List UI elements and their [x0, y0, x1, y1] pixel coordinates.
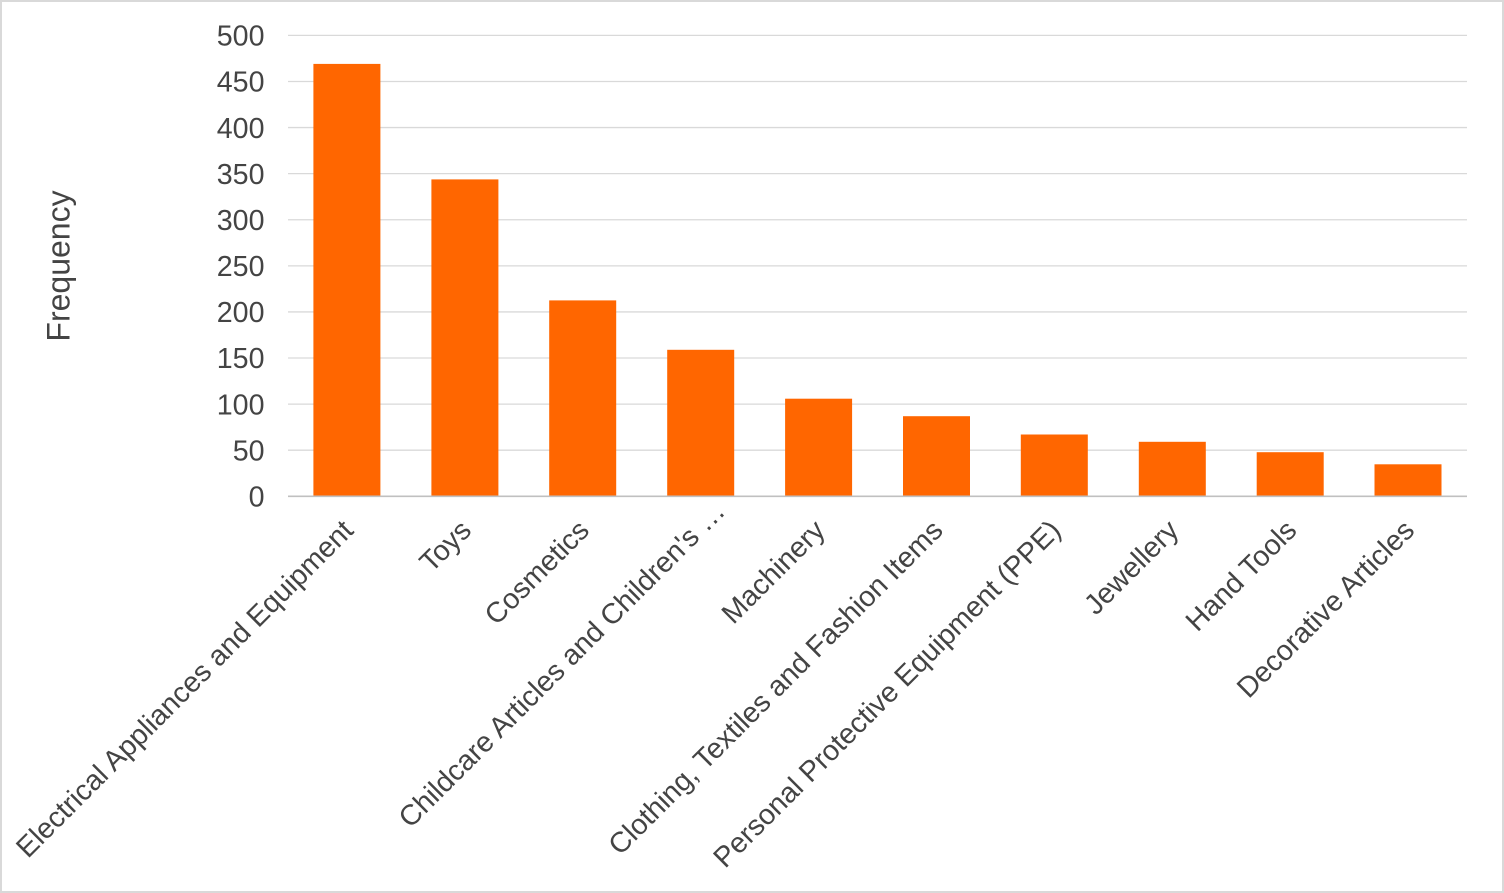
svg-text:0: 0 [249, 482, 265, 514]
svg-text:400: 400 [217, 113, 265, 145]
svg-text:450: 450 [217, 67, 265, 99]
svg-text:250: 250 [217, 251, 265, 283]
svg-text:300: 300 [217, 205, 265, 237]
svg-text:350: 350 [217, 159, 265, 191]
svg-text:500: 500 [217, 21, 265, 53]
svg-text:100: 100 [217, 389, 265, 421]
svg-text:50: 50 [233, 435, 265, 467]
svg-text:150: 150 [217, 343, 265, 375]
svg-text:Frequency: Frequency [41, 190, 77, 341]
svg-text:200: 200 [217, 297, 265, 329]
